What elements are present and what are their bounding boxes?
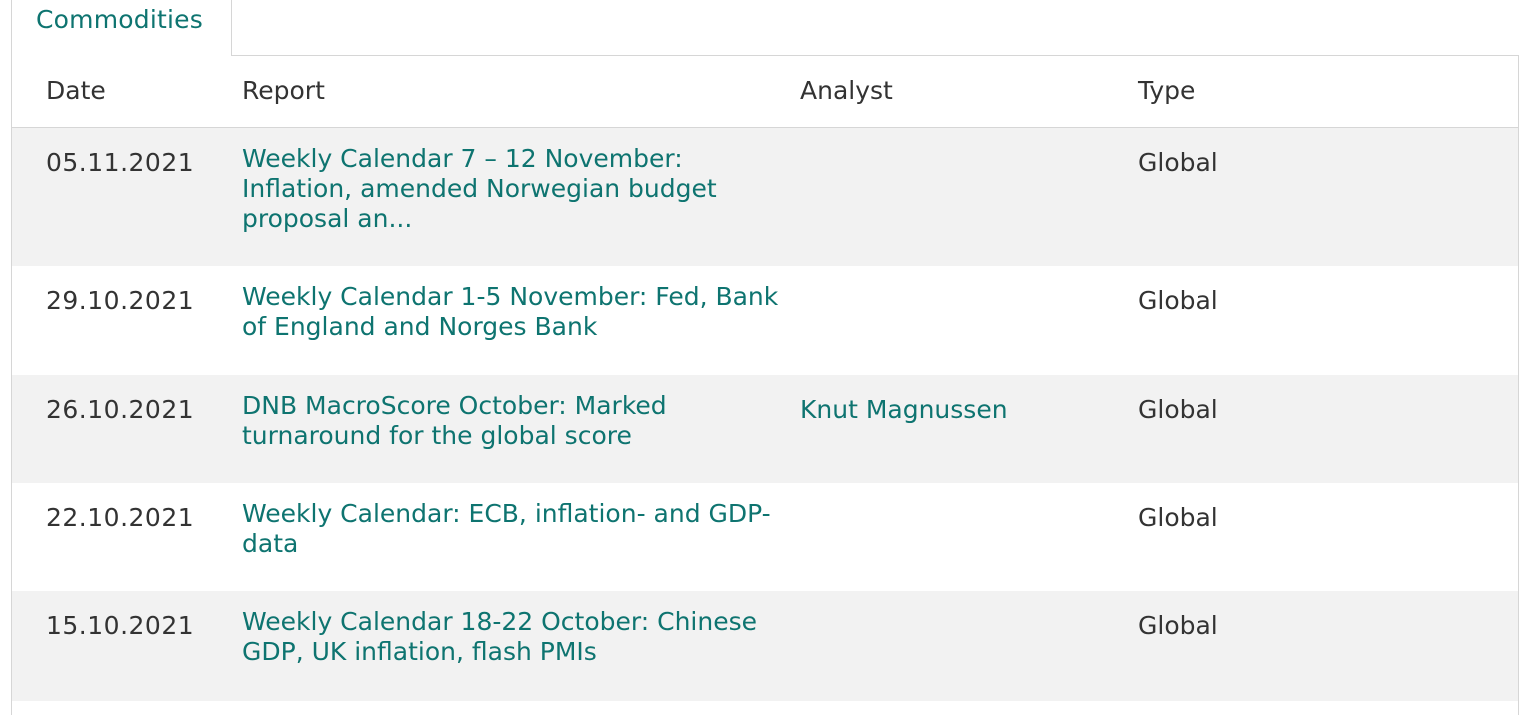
- report-type: Global: [1138, 286, 1218, 315]
- report-type: Global: [1138, 611, 1218, 640]
- report-link[interactable]: DNB MacroScore October: Marked turnaroun…: [242, 391, 667, 450]
- report-link[interactable]: Weekly Calendar 18-22 October: Chinese G…: [242, 607, 757, 666]
- report-type: Global: [1138, 503, 1218, 532]
- reports-table: Date Report Analyst Type 05.11.2021 Week…: [11, 55, 1519, 715]
- report-type: Global: [1138, 395, 1218, 424]
- table-row: 29.10.2021 Weekly Calendar 1-5 November:…: [12, 266, 1518, 375]
- column-header-type[interactable]: Type: [1138, 76, 1196, 105]
- analyst-link[interactable]: Knut Magnussen: [800, 395, 1008, 424]
- table-row: 22.10.2021 Weekly Calendar: ECB, inflati…: [12, 483, 1518, 591]
- column-header-analyst[interactable]: Analyst: [800, 76, 893, 105]
- report-link[interactable]: Weekly Calendar: ECB, inflation- and GDP…: [242, 499, 771, 558]
- tab-commodities[interactable]: Commodities: [11, 0, 232, 56]
- report-date: 15.10.2021: [46, 611, 195, 640]
- report-date: 29.10.2021: [46, 286, 195, 315]
- column-header-date[interactable]: Date: [46, 76, 106, 105]
- tab-label: Commodities: [36, 5, 203, 34]
- table-row: 26.10.2021 DNB MacroScore October: Marke…: [12, 375, 1518, 483]
- table-row: 15.10.2021 Weekly Calendar 18-22 October…: [12, 591, 1518, 701]
- report-date: 05.11.2021: [46, 148, 195, 177]
- report-type: Global: [1138, 148, 1218, 177]
- report-date: 26.10.2021: [46, 395, 195, 424]
- table-row: 05.11.2021 Weekly Calendar 7 – 12 Novemb…: [12, 128, 1518, 266]
- report-date: 22.10.2021: [46, 503, 195, 532]
- column-header-report[interactable]: Report: [242, 76, 325, 105]
- report-link[interactable]: Weekly Calendar 1-5 November: Fed, Bank …: [242, 282, 779, 341]
- report-link[interactable]: Weekly Calendar 7 – 12 November: Inflati…: [242, 144, 717, 233]
- table-header: Date Report Analyst Type: [12, 56, 1518, 128]
